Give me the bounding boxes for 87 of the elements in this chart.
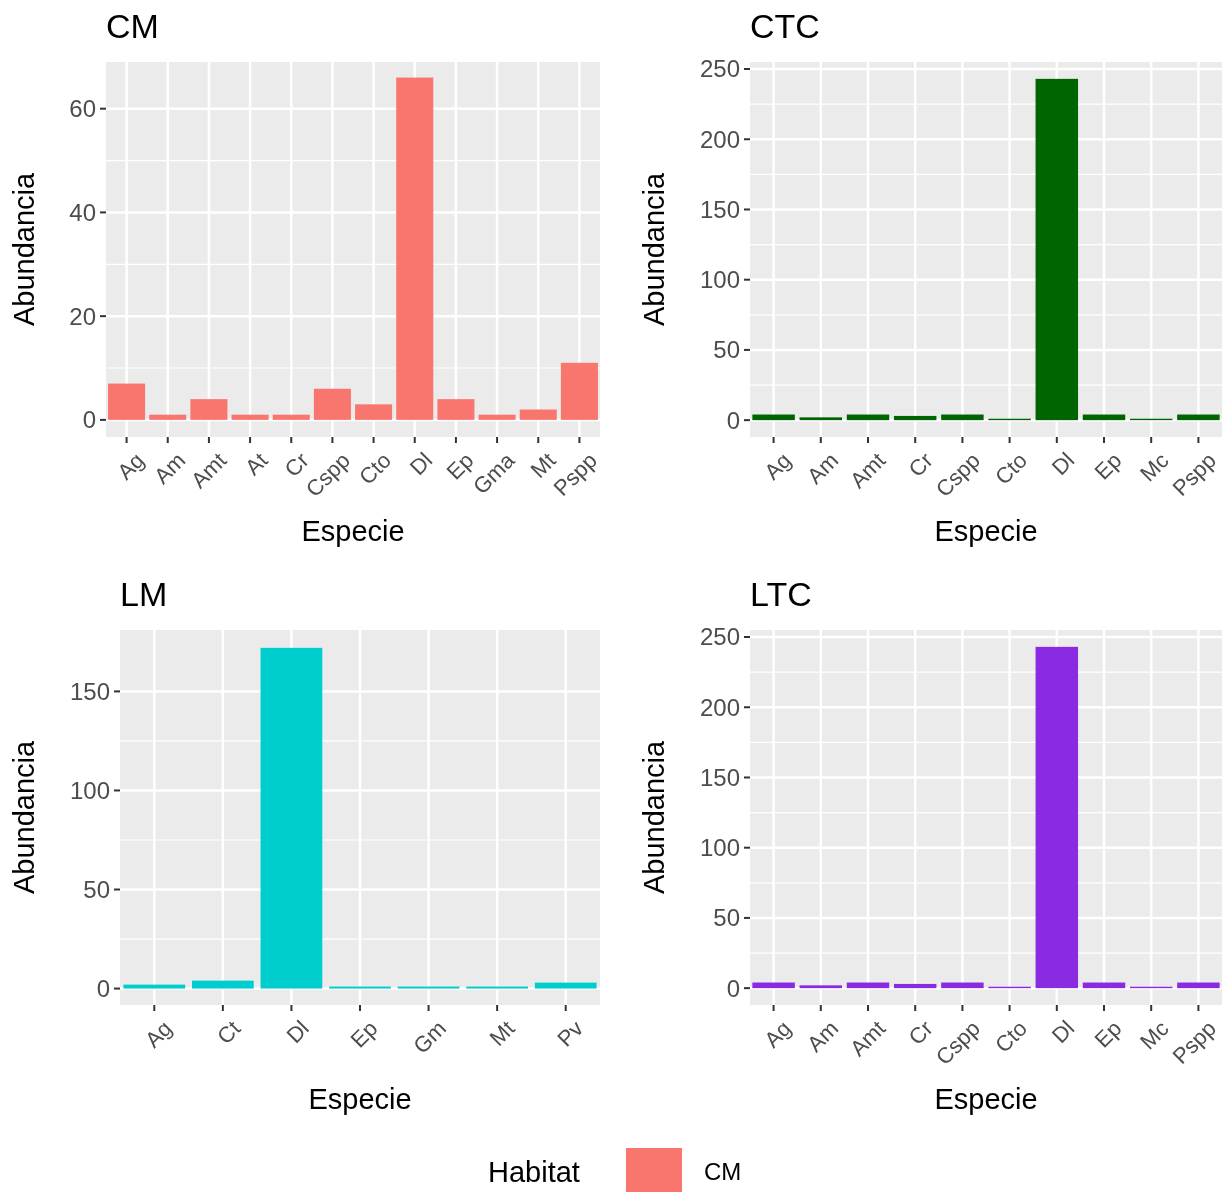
- bar: [1177, 414, 1220, 421]
- chart-title: LM: [120, 575, 168, 613]
- x-tick-label: Ep: [1089, 447, 1127, 485]
- y-tick-label: 100: [69, 776, 110, 804]
- x-tick-label: Mt: [484, 1015, 520, 1051]
- y-tick-label: 100: [699, 834, 740, 862]
- bar: [1035, 646, 1079, 989]
- bar: [799, 417, 843, 421]
- y-tick-label: 0: [726, 406, 740, 434]
- y-tick-label: 50: [83, 875, 110, 903]
- bar: [123, 984, 186, 989]
- x-axis-title: Especie: [934, 1083, 1038, 1115]
- chart-title: CTC: [750, 7, 820, 45]
- legend-title: Habitat: [488, 1156, 580, 1189]
- bar: [355, 404, 393, 420]
- x-axis-title: Especie: [301, 515, 405, 547]
- x-tick-label: Cto: [990, 447, 1033, 490]
- bar: [752, 982, 795, 989]
- bar: [149, 414, 187, 420]
- x-tick-label: Am: [802, 1015, 844, 1057]
- bar: [560, 362, 598, 420]
- bar: [478, 414, 516, 420]
- x-tick-label: Ag: [112, 447, 150, 485]
- y-tick-label: 200: [699, 125, 740, 153]
- chart-title: LTC: [750, 575, 812, 613]
- x-tick-label: At: [240, 447, 273, 481]
- bar: [437, 399, 475, 420]
- bar: [396, 77, 434, 420]
- x-tick-label: Cr: [903, 447, 938, 482]
- x-axis-title: Especie: [934, 515, 1038, 547]
- x-tick-label: Cr: [903, 1015, 938, 1050]
- y-tick-label: 50: [713, 904, 740, 932]
- x-tick-label: Am: [802, 447, 844, 489]
- y-axis-title: Abundancia: [638, 740, 670, 895]
- y-tick-label: 0: [82, 406, 96, 434]
- y-tick-label: 40: [69, 198, 96, 226]
- bar: [231, 414, 269, 420]
- x-tick-label: Dl: [1046, 447, 1080, 481]
- y-tick-label: 0: [96, 974, 110, 1002]
- x-tick-label: Cto: [354, 447, 397, 490]
- x-tick-label: Dl: [1046, 1015, 1080, 1049]
- y-tick-label: 200: [699, 693, 740, 721]
- x-tick-label: Ag: [140, 1015, 177, 1053]
- x-axis-title: Especie: [308, 1083, 412, 1115]
- y-tick-label: 0: [726, 974, 740, 1002]
- bar: [941, 414, 984, 421]
- bar: [941, 982, 984, 989]
- x-tick-label: Dl: [281, 1015, 314, 1049]
- bar: [192, 980, 254, 989]
- x-tick-label: Ep: [1089, 1015, 1127, 1053]
- y-tick-label: 50: [713, 336, 740, 364]
- y-tick-label: 100: [699, 266, 740, 294]
- y-tick-label: 20: [69, 302, 96, 330]
- y-tick-label: 250: [699, 623, 740, 651]
- x-tick-label: Ag: [759, 1015, 797, 1053]
- bar: [190, 399, 228, 420]
- y-tick-label: 250: [699, 55, 740, 83]
- legend-label: CM: [704, 1158, 742, 1186]
- y-tick-label: 150: [69, 677, 110, 705]
- bar: [272, 414, 310, 420]
- bar: [1035, 78, 1079, 421]
- bar: [1177, 982, 1220, 989]
- bar: [519, 409, 557, 420]
- bar: [534, 982, 597, 989]
- x-tick-label: Pv: [552, 1015, 589, 1052]
- y-axis-title: Abundancia: [638, 172, 670, 327]
- x-tick-label: Ep: [345, 1015, 383, 1053]
- chart-title: CM: [106, 7, 159, 45]
- bar: [313, 388, 351, 420]
- bar: [799, 985, 843, 989]
- y-axis-title: Abundancia: [8, 740, 40, 895]
- bar: [260, 647, 323, 989]
- y-tick-label: 60: [69, 95, 96, 123]
- y-axis-title: Abundancia: [8, 172, 40, 327]
- x-tick-label: Amt: [845, 1015, 891, 1062]
- x-tick-label: Ct: [212, 1015, 246, 1049]
- y-tick-label: 150: [699, 195, 740, 223]
- bar: [752, 414, 795, 421]
- x-tick-label: Gm: [408, 1015, 451, 1059]
- bar: [893, 983, 937, 989]
- bar: [108, 383, 146, 420]
- bar: [893, 415, 937, 421]
- x-tick-label: Dl: [404, 447, 438, 481]
- x-tick-label: Cto: [990, 1015, 1033, 1058]
- x-tick-label: Amt: [845, 447, 891, 494]
- x-tick-label: Ag: [759, 447, 797, 485]
- y-tick-label: 150: [699, 763, 740, 791]
